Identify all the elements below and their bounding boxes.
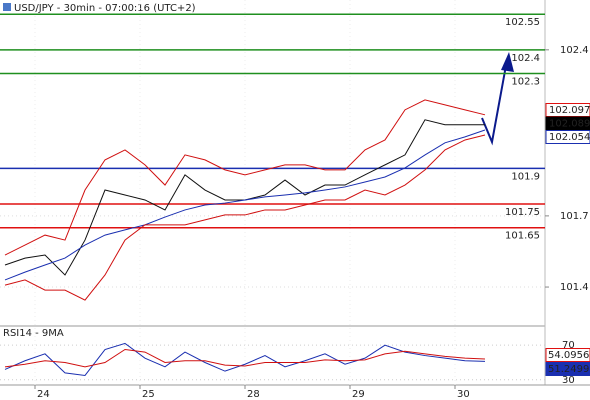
price-tag-label: 102.097 [549,105,590,116]
level-label: 102.4 [511,53,540,64]
x-tick-label: 28 [247,389,260,400]
arrow-head [501,52,514,72]
y-tick-label: 70 [562,340,575,351]
forecast-arrow [481,59,508,146]
price-tag [545,130,590,144]
y-tick-label: 102.4 [560,45,589,56]
x-tick-label: 29 [352,389,365,400]
x-tick-label: 25 [142,389,155,400]
rsi-tag-label: 51.2499 [548,364,589,375]
rsi-tag [545,348,590,362]
level-label: 101.9 [511,171,540,182]
x-tick-label: 24 [37,389,50,400]
level-label: 101.75 [505,207,540,218]
rsi-tag [545,362,590,376]
level-label: 102.55 [505,17,540,28]
level-label: 101.65 [505,231,540,242]
icon [3,3,11,11]
y-tick-label: 30 [562,375,575,386]
y-tick-label: 101.4 [560,282,589,293]
rsi-title: RSI14 - 9MA [3,328,64,339]
price-tag-label: 102.089 [549,119,590,130]
rsi-tag-label: 54.0956 [548,350,589,361]
series-line [4,99,486,256]
y-tick-label: 101.7 [560,211,589,222]
x-tick-label: 30 [457,389,470,400]
price-tag-label: 102.054 [549,132,590,143]
series-line [4,348,486,368]
level-label: 102.3 [511,77,540,88]
chart-title: USD/JPY - 30min - 07:00:16 (UTC+2) [14,3,196,14]
series-line [4,129,486,281]
series-line [4,342,486,377]
series-line [4,134,486,301]
